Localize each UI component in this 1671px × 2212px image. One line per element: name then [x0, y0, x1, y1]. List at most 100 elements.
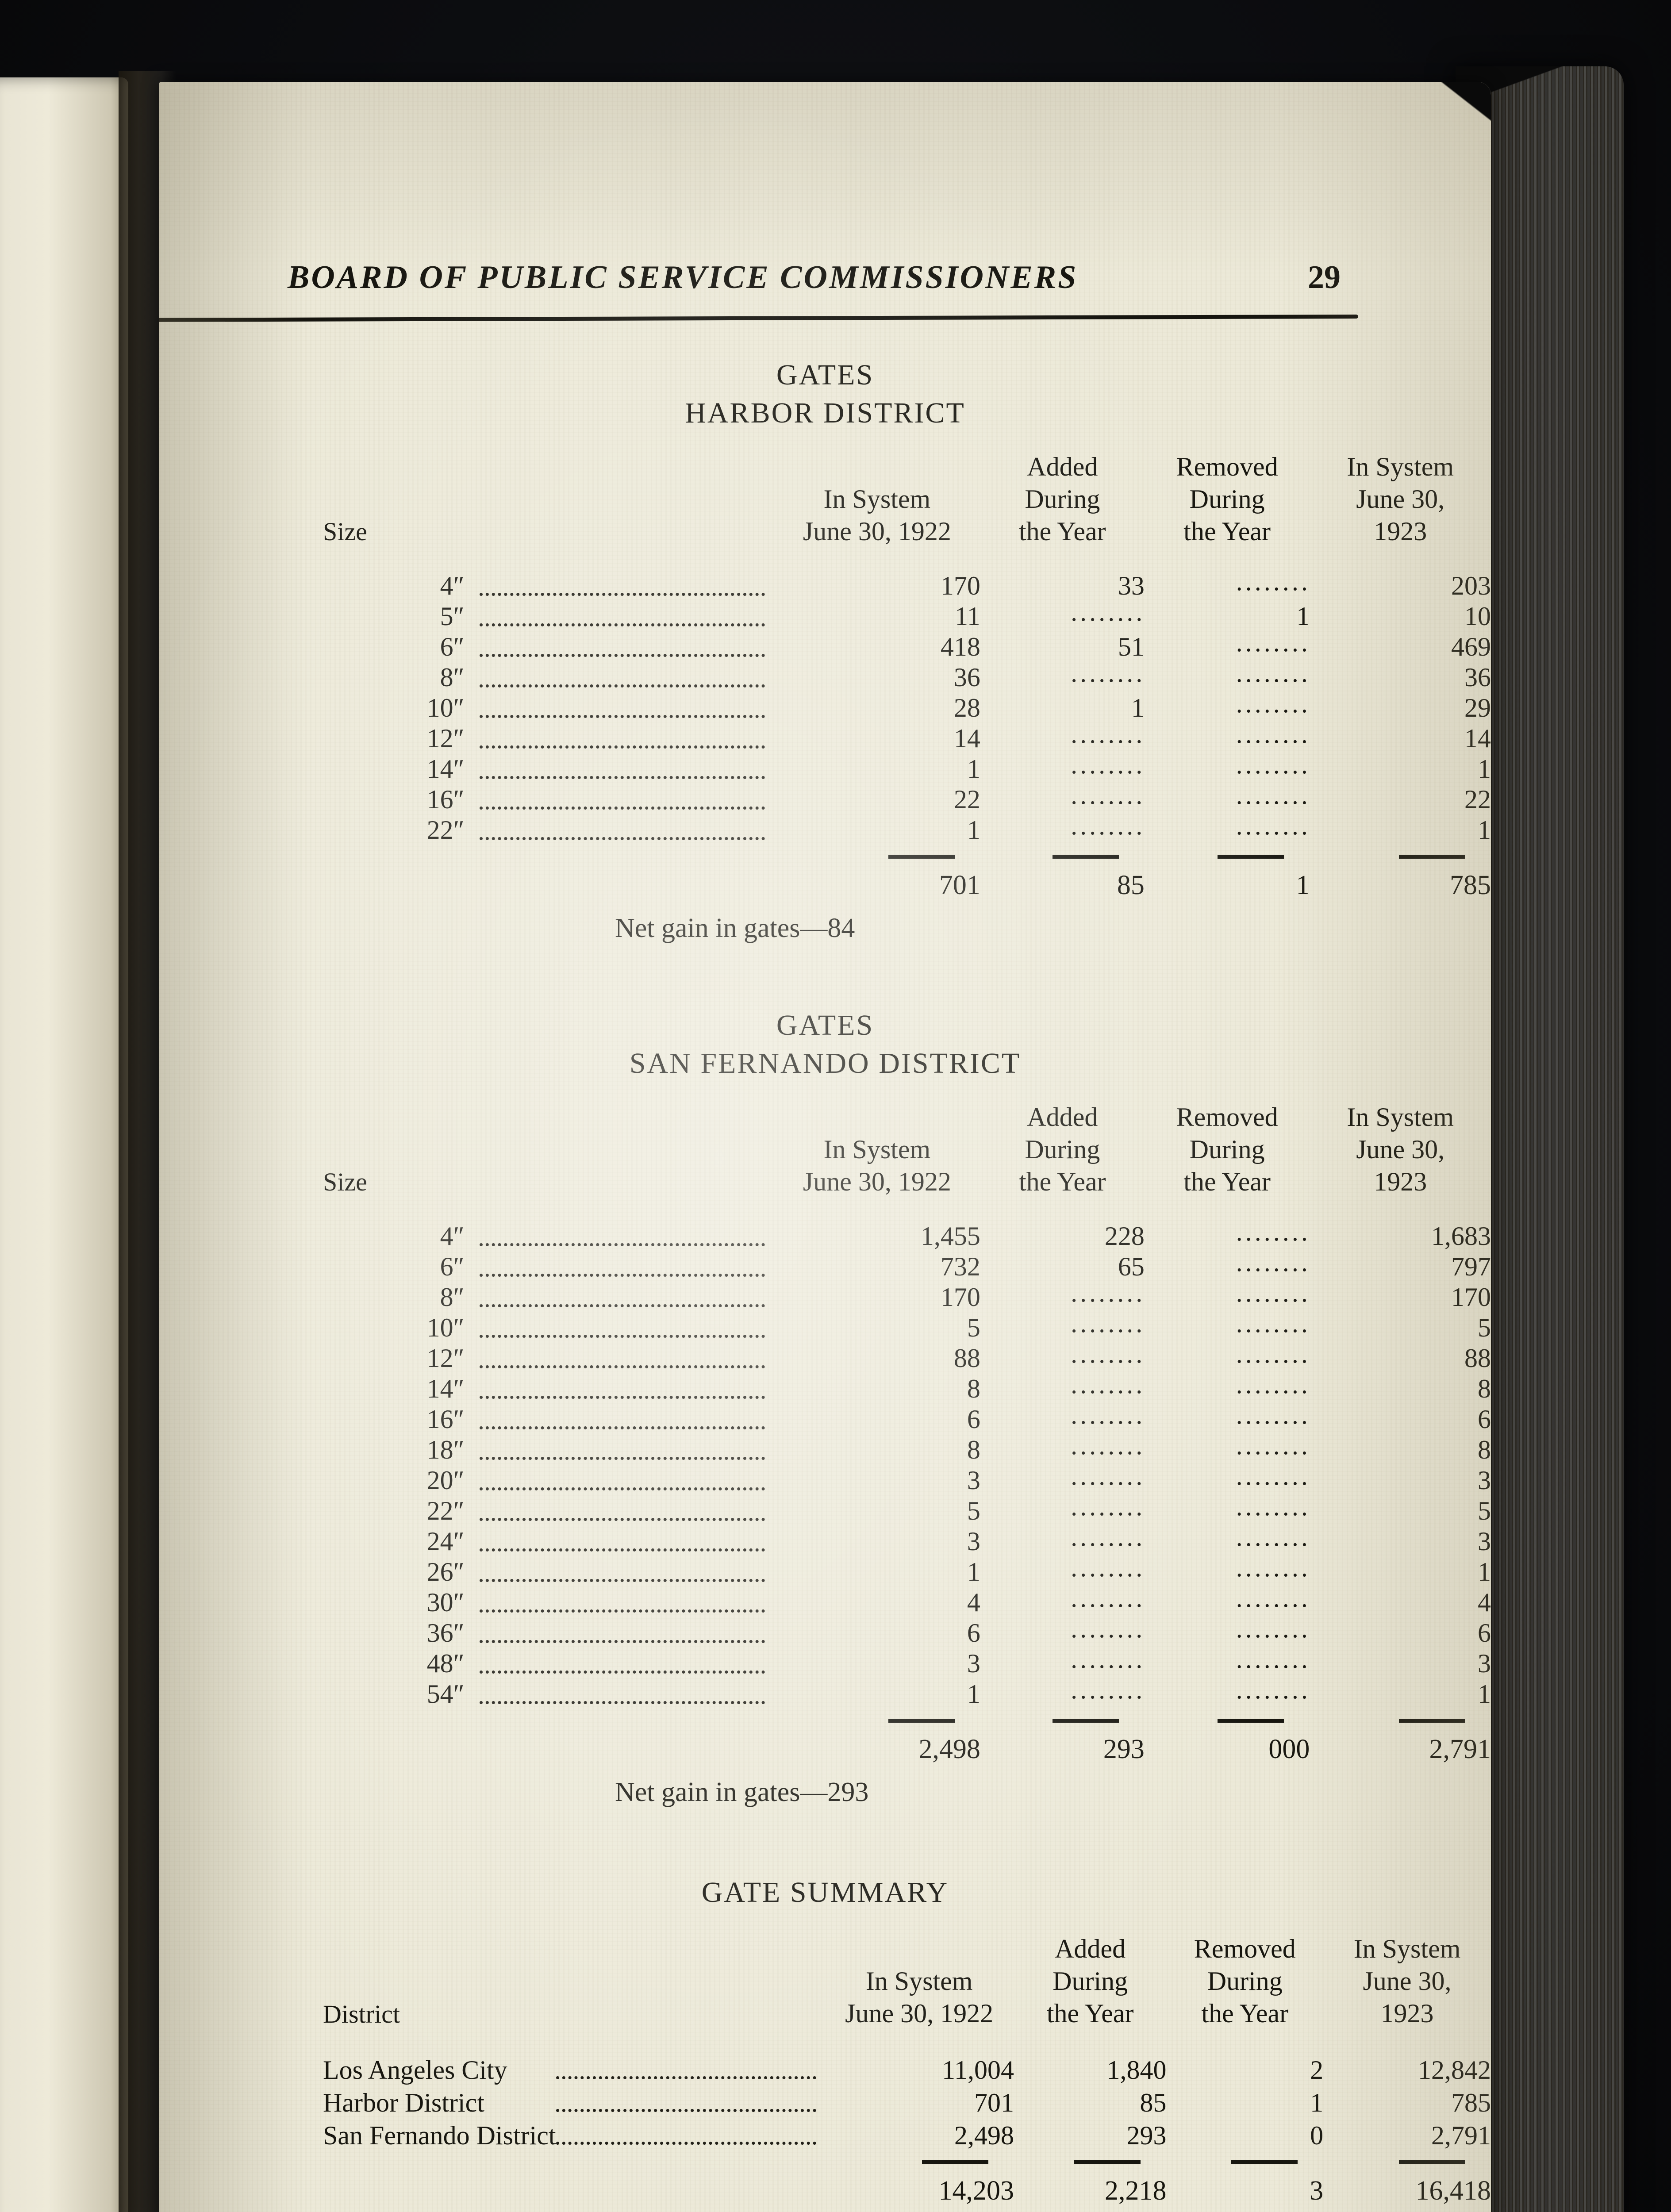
empty-value-leader: ․․․․․․․․	[1235, 1218, 1310, 1246]
empty-value-leader: ․․․․․․․․	[1235, 568, 1310, 596]
sanfernando-removed: ․․․․․․․․	[1145, 1524, 1310, 1557]
sanfernando-total-in-1922: 2,498	[774, 1724, 980, 1765]
sanfernando-removed: ․․․․․․․․	[1145, 1586, 1310, 1618]
leader-dots-line	[479, 1396, 765, 1399]
leader-dots-line	[479, 1609, 765, 1613]
harbor-added: ․․․․․․․․	[980, 599, 1145, 632]
sanfernando-size-label: 54″	[323, 1679, 465, 1709]
sanfernando-size-label: 16″	[323, 1404, 465, 1435]
sanfernando-in-system-1923: 3	[1310, 1526, 1491, 1557]
sanfernando-in-system-1922: 1	[774, 1679, 980, 1709]
sanfernando-added: 228	[980, 1221, 1145, 1252]
sanfernando-added: ․․․․․․․․	[980, 1493, 1145, 1526]
leader-dots-line	[479, 623, 765, 627]
leader-dots	[465, 1557, 774, 1587]
sanfernando-removed: ․․․․․․․․	[1145, 1280, 1310, 1313]
table-row: 54″1․․․․․․․․․․․․․․․․1	[323, 1676, 1491, 1709]
harbor-added: ․․․․․․․․	[980, 722, 1145, 754]
summary-header-row: District In System June 30, 1922 Added D…	[323, 1933, 1491, 2030]
table-row: 20″3․․․․․․․․․․․․․․․․3	[323, 1463, 1491, 1496]
summary-total-removed: 3	[1166, 2166, 1323, 2207]
empty-value-leader: ․․․․․․․․	[1235, 812, 1310, 840]
empty-value-leader: ․․․․․․․․	[1070, 1493, 1145, 1521]
empty-value-leader: ․․․․․․․․	[1070, 1340, 1145, 1368]
empty-value-leader: ․․․․․․․․	[1070, 1585, 1145, 1613]
sanfernando-size-label: 10″	[323, 1313, 465, 1343]
sanfernando-added: ․․․․․․․․	[980, 1402, 1145, 1435]
harbor-size-label: 12″	[323, 723, 465, 754]
sanfernando-size-label: 4″	[323, 1221, 465, 1252]
sanfernando-removed: ․․․․․․․․	[1145, 1433, 1310, 1465]
leader-dots-line	[479, 1701, 765, 1705]
harbor-removed: ․․․․․․․․	[1145, 752, 1310, 784]
summary-total-in-1923: 16,418	[1323, 2166, 1491, 2207]
sanfernando-in-system-1923: 3	[1310, 1465, 1491, 1496]
leader-dots-line	[556, 2142, 817, 2145]
sanfernando-added: ․․․․․․․․	[980, 1677, 1145, 1709]
empty-value-leader: ․․․․․․․․	[1070, 1432, 1145, 1460]
harbor-header-removed: Removed During the Year	[1145, 451, 1310, 548]
empty-value-leader: ․․․․․․․․	[1235, 1676, 1310, 1704]
leader-dots-line	[556, 2109, 817, 2112]
table-row: Los Angeles City 11,0041,840212,842	[323, 2053, 1491, 2085]
harbor-header-in-1922: In System June 30, 1922	[774, 451, 980, 548]
sanfernando-removed: ․․․․․․․․	[1145, 1402, 1310, 1435]
summary-header-removed: Removed During the Year	[1166, 1933, 1323, 2030]
leader-dots-line	[479, 684, 765, 688]
leader-dots	[465, 693, 774, 723]
table-row: San Fernando District 2,49829302,791	[323, 2118, 1491, 2151]
harbor-added: ․․․․․․․․	[980, 752, 1145, 784]
table-row: 6″ 73265 ․․․․․․․․797	[323, 1249, 1491, 1282]
scanned-page: BOARD OF PUBLIC SERVICE COMMISSIONERS 29…	[159, 82, 1491, 2212]
summary-in-system-1922: 701	[824, 2085, 1014, 2118]
empty-value-leader: ․․․․․․․․	[1235, 1463, 1310, 1490]
harbor-size-label: 14″	[323, 754, 465, 784]
table-row: 18″8․․․․․․․․․․․․․․․․8	[323, 1432, 1491, 1465]
leader-dots-line	[479, 1579, 765, 1582]
harbor-in-system-1922: 1	[774, 815, 980, 845]
empty-value-leader: ․․․․․․․․	[1070, 812, 1145, 840]
leader-dots-line	[556, 2076, 817, 2080]
leader-dots-line	[479, 1640, 765, 1644]
sanfernando-in-system-1923: 6	[1310, 1618, 1491, 1648]
summary-removed: 0	[1166, 2118, 1323, 2151]
leader-dots-line	[479, 1274, 765, 1277]
empty-value-leader: ․․․․․․․․	[1235, 1524, 1310, 1551]
leader-dots	[465, 1313, 774, 1343]
harbor-in-system-1923: 469	[1310, 632, 1491, 662]
empty-value-leader: ․․․․․․․․	[1235, 1249, 1310, 1277]
leader-dots	[556, 2085, 825, 2118]
leader-dots	[465, 1526, 774, 1557]
leader-dots	[465, 1465, 774, 1496]
leader-dots-line	[479, 1457, 765, 1460]
sanfernando-in-system-1923: 797	[1310, 1252, 1491, 1282]
table-harbor-district: GATES HARBOR DISTRICT Size In System Jun…	[159, 356, 1491, 944]
harbor-size-label: 4″	[323, 571, 465, 601]
leader-dots-line	[479, 1487, 765, 1491]
harbor-title: GATES HARBOR DISTRICT	[159, 356, 1491, 432]
harbor-in-system-1923: 14	[1310, 723, 1491, 754]
sanfernando-added: ․․․․․․․․	[980, 1525, 1145, 1557]
harbor-removed: ․․․․․․․․	[1145, 783, 1310, 815]
summary-removed: 1	[1166, 2085, 1323, 2118]
harbor-in-system-1923: 1	[1310, 815, 1491, 845]
harbor-removed: ․․․․․․․․	[1145, 812, 1310, 845]
sanfernando-removed: ․․․․․․․․	[1145, 1647, 1310, 1679]
sanfernando-added: ․․․․․․․․	[980, 1585, 1145, 1618]
leader-dots	[465, 1404, 774, 1435]
harbor-removed: ․․․․․․․․	[1145, 630, 1310, 662]
sanfernando-removed: ․․․․․․․․	[1145, 1616, 1310, 1648]
running-head: BOARD OF PUBLIC SERVICE COMMISSIONERS 29	[159, 259, 1491, 301]
summary-total-in-1922: 14,203	[824, 2166, 1014, 2207]
table-row: 14″1․․․․․․․․․․․․․․․․1	[323, 752, 1491, 784]
sanfernando-added: ․․․․․․․․	[980, 1372, 1145, 1404]
leader-dots-line	[479, 1518, 765, 1521]
sanfernando-header-row: Size In System June 30, 1922 Added Durin…	[323, 1101, 1491, 1198]
leader-dots	[465, 1648, 774, 1679]
sanfernando-in-system-1922: 1	[774, 1557, 980, 1587]
harbor-in-system-1922: 11	[774, 601, 980, 632]
harbor-size-header: Size	[323, 451, 774, 548]
summary-in-system-1923: 12,842	[1323, 2053, 1491, 2085]
table-row: 30″4․․․․․․․․․․․․․․․․4	[323, 1585, 1491, 1618]
table-row: 16″6․․․․․․․․․․․․․․․․6	[323, 1402, 1491, 1435]
